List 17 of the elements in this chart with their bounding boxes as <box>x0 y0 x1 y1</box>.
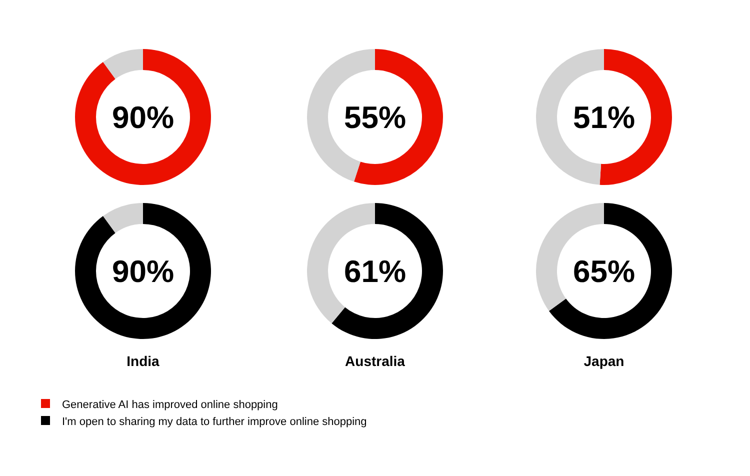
donut-slice <box>103 203 143 233</box>
data-label: 90% <box>112 254 174 289</box>
data-label: 90% <box>112 100 174 135</box>
legend-label: Generative AI has improved online shopping <box>62 398 278 411</box>
data-label: 61% <box>344 254 406 289</box>
donut-slice <box>75 49 211 185</box>
donut-slice <box>548 203 672 339</box>
text: India <box>126 353 160 369</box>
legend-label: I'm open to sharing my data to further improve online shopping <box>62 416 367 428</box>
data-label: 65% <box>572 254 636 289</box>
text: Australia <box>345 353 406 369</box>
donut-slice <box>103 49 143 79</box>
donut-slice <box>75 203 211 339</box>
donut-slice <box>332 203 443 339</box>
text: Japan <box>584 353 624 369</box>
data-label: 51% <box>572 100 636 135</box>
data-label: 55% <box>344 100 406 135</box>
